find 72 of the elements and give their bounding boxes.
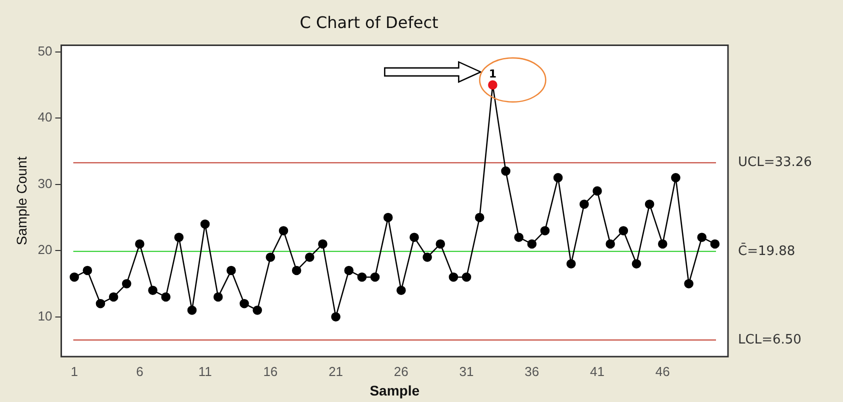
- point: [240, 298, 249, 308]
- point: [396, 286, 406, 295]
- point: [252, 306, 262, 315]
- point: [474, 212, 484, 222]
- point: [710, 239, 720, 249]
- point: [580, 200, 589, 209]
- y-tick-label: 50: [38, 43, 52, 58]
- ref-line-label: UCL=33.26: [738, 155, 812, 170]
- point: [305, 252, 314, 262]
- x-tick-label: 1: [70, 364, 78, 379]
- point: [448, 272, 458, 282]
- point: [658, 239, 668, 249]
- point: [540, 226, 550, 236]
- point: [344, 266, 354, 276]
- x-tick-label: 31: [459, 364, 474, 379]
- point: [292, 266, 302, 276]
- x-axis-title: Sample: [370, 382, 420, 398]
- x-tick-label: 16: [263, 364, 278, 379]
- point: [383, 212, 393, 222]
- point: [226, 266, 236, 276]
- x-tick-label: 21: [328, 364, 344, 379]
- y-tick-label: 10: [38, 308, 52, 324]
- x-tick-label: 46: [655, 364, 670, 379]
- point: [135, 239, 144, 249]
- point: [174, 232, 184, 242]
- point: [462, 272, 472, 282]
- point: [488, 80, 498, 90]
- y-tick-label: 20: [38, 242, 52, 258]
- point: [357, 272, 367, 282]
- point: [266, 252, 276, 262]
- point: [318, 239, 328, 249]
- point: [684, 279, 694, 288]
- x-tick-label: 36: [524, 364, 540, 379]
- point: [410, 232, 419, 242]
- ref-line-label: C̄=19.88: [738, 242, 796, 259]
- point: [82, 266, 92, 276]
- point: [566, 259, 576, 268]
- point: [108, 292, 118, 302]
- point: [606, 239, 615, 249]
- y-axis-title: Sample Count: [13, 156, 30, 246]
- point: [697, 232, 707, 242]
- ref-line-label: LCL=6.50: [738, 332, 802, 348]
- point: [501, 166, 510, 176]
- point: [422, 252, 432, 262]
- chart-title: C Chart of Defect: [300, 12, 438, 32]
- point: [187, 306, 197, 315]
- point: [148, 286, 158, 295]
- point: [553, 173, 563, 182]
- point: [592, 186, 602, 196]
- point: [161, 292, 170, 302]
- point: [527, 239, 537, 249]
- point: [436, 239, 446, 249]
- y-tick-label: 40: [38, 110, 52, 125]
- point: [618, 226, 628, 236]
- point: [632, 259, 642, 268]
- x-tick-label: 6: [136, 364, 144, 379]
- point: [200, 219, 210, 229]
- point: [96, 298, 106, 308]
- point: [514, 232, 524, 242]
- point: [644, 200, 654, 209]
- x-tick-label: 41: [590, 364, 604, 379]
- point: [370, 272, 380, 282]
- x-tick-label: 26: [394, 364, 408, 379]
- annotation: 1: [488, 67, 497, 80]
- point: [70, 272, 79, 282]
- point: [278, 226, 288, 236]
- x-tick-label: 11: [198, 364, 212, 379]
- point: [331, 312, 340, 322]
- point: [213, 292, 223, 302]
- y-tick-label: 30: [38, 176, 52, 191]
- point: [671, 173, 680, 182]
- point: [122, 279, 132, 288]
